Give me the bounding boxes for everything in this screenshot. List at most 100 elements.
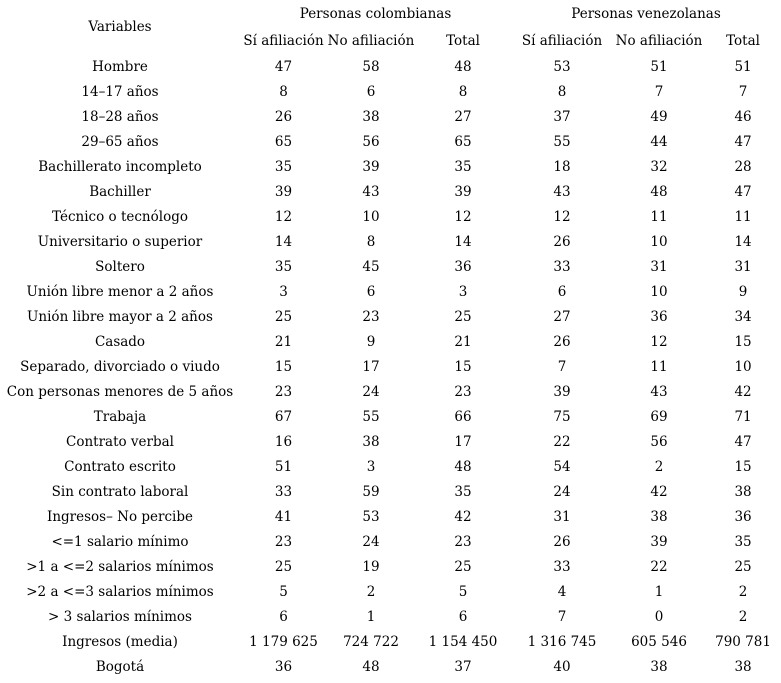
value-cell: 59 <box>362 483 380 500</box>
table-row: > 3 salarios mínimos 6 1 6 7 0 2 <box>0 604 781 629</box>
row-variable-label: Trabaja <box>93 408 147 425</box>
value-cell: 33 <box>553 558 571 575</box>
value-cell: 46 <box>734 108 752 125</box>
value-cell: 42 <box>454 508 472 525</box>
value-cell: 24 <box>362 383 380 400</box>
value-cell: 4 <box>557 583 567 600</box>
value-cell: 23 <box>274 383 293 400</box>
value-cell: 53 <box>362 508 380 525</box>
value-cell: 12 <box>454 208 472 225</box>
table-row: >1 a <=2 salarios mínimos 25 19 25 33 22 25 <box>0 554 781 579</box>
value-cell: 5 <box>458 583 468 600</box>
value-cell: 6 <box>458 608 468 625</box>
row-variable-label: Sin contrato laboral <box>51 483 189 500</box>
value-cell: 75 <box>553 408 571 425</box>
row-variable-label: 29–65 años <box>81 133 159 150</box>
value-cell: 6 <box>279 608 288 625</box>
value-cell: 67 <box>274 408 293 425</box>
table-row: Sin contrato laboral 33 59 35 24 42 38 <box>0 479 781 504</box>
value-cell: 15 <box>734 333 752 350</box>
value-cell: 71 <box>734 408 752 425</box>
row-variable-label: Universitario o superior <box>37 233 203 250</box>
variables-column-header: Variables <box>88 19 152 35</box>
value-cell: 23 <box>274 533 293 550</box>
row-variable-label: Bachiller <box>89 183 151 200</box>
row-variable-label: Unión libre mayor a 2 años <box>27 308 213 325</box>
value-cell: 48 <box>650 183 668 200</box>
value-cell: 0 <box>654 608 664 625</box>
value-cell: 6 <box>366 283 376 300</box>
value-cell: 790 781 <box>715 633 771 650</box>
row-variable-label: Técnico o tecnólogo <box>52 208 188 225</box>
table-row: Contrato verbal 16 38 17 22 56 47 <box>0 429 781 454</box>
value-cell: 31 <box>650 258 668 275</box>
value-cell: 55 <box>362 408 380 425</box>
value-cell: 14 <box>274 233 293 250</box>
value-cell: 3 <box>366 458 376 475</box>
value-cell: 48 <box>454 58 472 75</box>
value-cell: 44 <box>650 133 668 150</box>
value-cell: 36 <box>274 658 293 675</box>
value-cell: 19 <box>362 558 380 575</box>
row-variable-label: Ingresos– No percibe <box>47 508 193 525</box>
table-row: Bachiller 39 43 39 43 48 47 <box>0 179 781 204</box>
table-row: Unión libre menor a 2 años 3 6 3 6 10 9 <box>0 279 781 304</box>
value-cell: 28 <box>734 158 752 175</box>
table-row: Con personas menores de 5 años 23 24 23 39 43… <box>0 379 781 404</box>
row-variable-label: <=1 salario mínimo <box>51 533 189 550</box>
value-cell: 32 <box>650 158 668 175</box>
row-variable-label: >1 a <=2 salarios mínimos <box>26 558 214 575</box>
value-cell: 18 <box>553 158 571 175</box>
value-cell: 43 <box>650 383 668 400</box>
value-cell: 38 <box>362 433 380 450</box>
value-cell: 33 <box>274 483 293 500</box>
table-row: Casado 21 9 21 26 12 15 <box>0 329 781 354</box>
value-cell: 45 <box>362 258 380 275</box>
value-cell: 17 <box>362 358 380 375</box>
table-row: 14–17 años 8 6 8 8 7 7 <box>0 79 781 104</box>
table-row: Universitario o superior 14 8 14 26 10 14 <box>0 229 781 254</box>
value-cell: 35 <box>274 158 293 175</box>
value-cell: 65 <box>274 133 293 150</box>
value-cell: 39 <box>274 183 293 200</box>
value-cell: 1 179 625 <box>249 633 318 650</box>
value-cell: 3 <box>279 283 288 300</box>
row-variable-label: Hombre <box>92 58 148 75</box>
value-cell: 38 <box>650 508 668 525</box>
value-cell: 15 <box>274 358 293 375</box>
value-cell: 47 <box>734 183 752 200</box>
subheader-ven-si-afiliacion: Sí afiliación <box>521 33 603 49</box>
value-cell: 7 <box>738 83 748 100</box>
row-variable-label: >2 a <=3 salarios mínimos <box>26 583 214 600</box>
subheader-row: Sí afiliación No afiliación Total Sí afi… <box>0 28 781 54</box>
value-cell: 8 <box>458 83 468 100</box>
value-cell: 2 <box>738 608 748 625</box>
value-cell: 15 <box>734 458 752 475</box>
row-variable-label: 18–28 años <box>81 108 159 125</box>
value-cell: 724 722 <box>343 633 399 650</box>
row-variable-label: > 3 salarios mínimos <box>48 608 192 625</box>
value-cell: 42 <box>734 383 752 400</box>
value-cell: 2 <box>654 458 664 475</box>
value-cell: 26 <box>553 333 571 350</box>
table-row: Hombre 47 58 48 53 51 51 <box>0 54 781 79</box>
subheader-col-total: Total <box>446 33 480 49</box>
subheader-col-no-afiliacion: No afiliación <box>327 33 415 49</box>
value-cell: 2 <box>366 583 376 600</box>
value-cell: 48 <box>454 458 472 475</box>
value-cell: 40 <box>553 658 571 675</box>
value-cell: 24 <box>362 533 380 550</box>
table-row: Separado, divorciado o viudo 15 17 15 7 11 10 <box>0 354 781 379</box>
row-variable-label: Casado <box>94 333 146 350</box>
group-header-row: Variables Personas colombianas Personas … <box>0 0 781 35</box>
value-cell: 66 <box>454 408 472 425</box>
value-cell: 47 <box>734 433 752 450</box>
value-cell: 38 <box>734 658 752 675</box>
value-cell: 3 <box>458 283 468 300</box>
value-cell: 54 <box>553 458 571 475</box>
value-cell: 17 <box>454 433 472 450</box>
value-cell: 33 <box>553 258 571 275</box>
value-cell: 48 <box>362 658 380 675</box>
value-cell: 11 <box>650 358 668 375</box>
value-cell: 53 <box>553 58 571 75</box>
